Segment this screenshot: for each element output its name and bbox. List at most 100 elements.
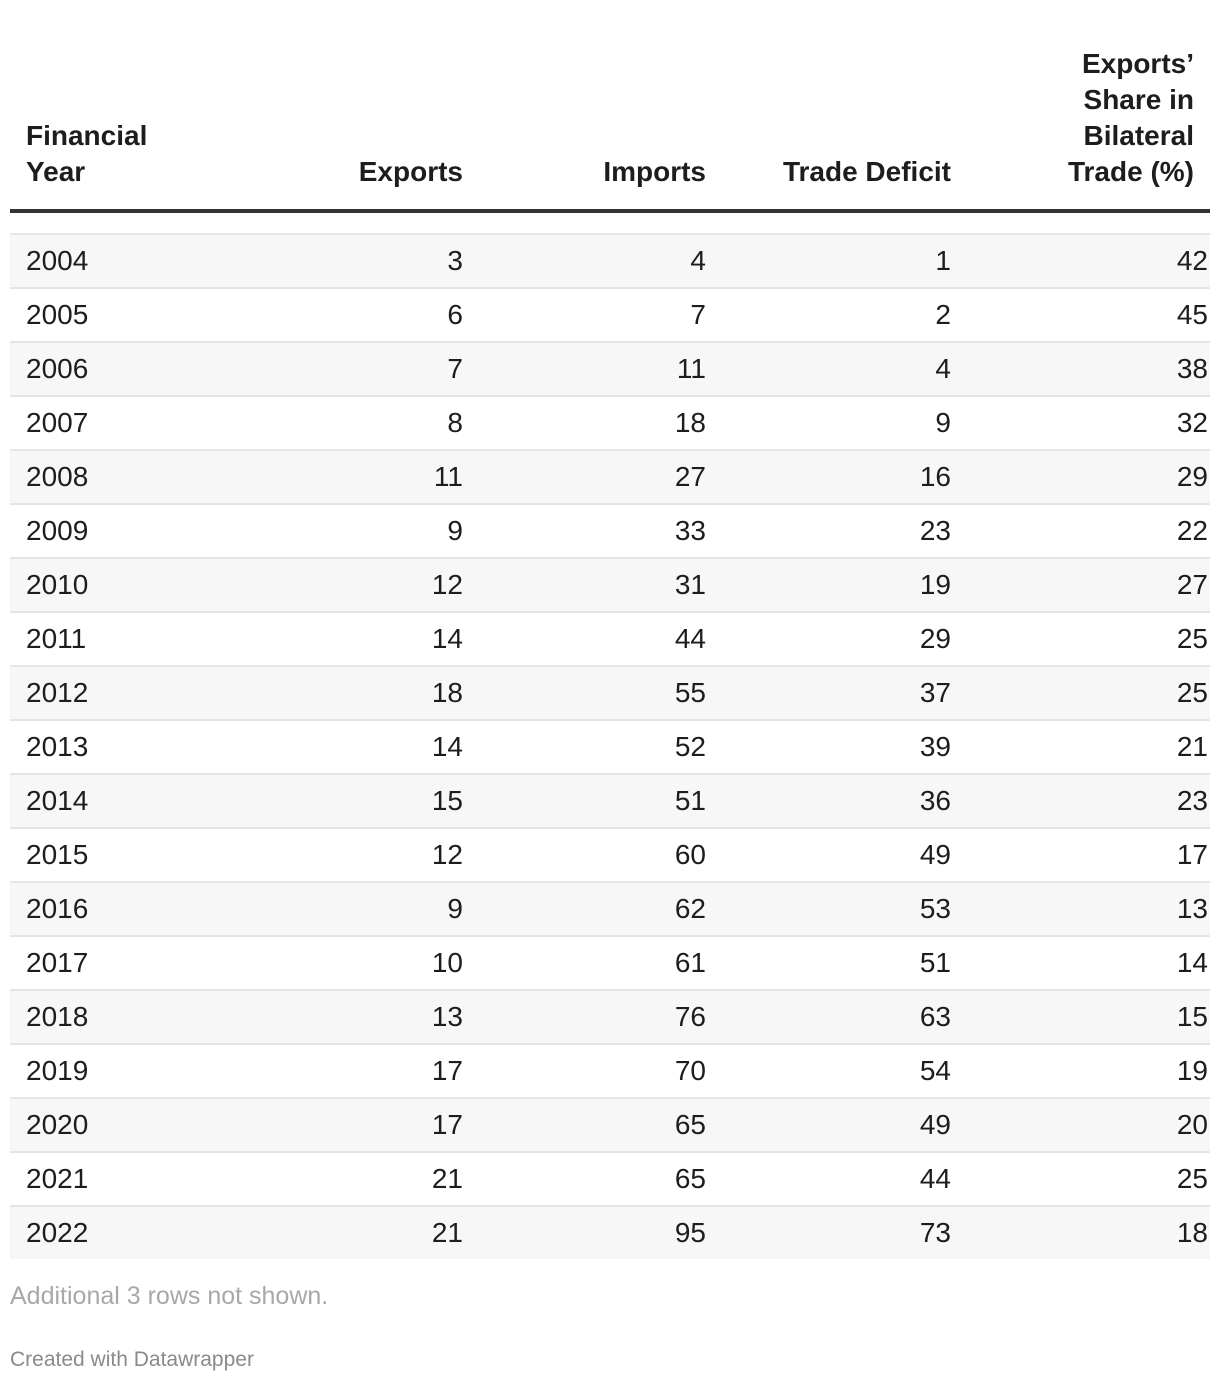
header-exports-share[interactable]: Exports’ Share in Bilateral Trade (%) — [953, 0, 1210, 213]
cell-imports: 65 — [464, 1152, 708, 1207]
cell-imports: 70 — [464, 1044, 708, 1099]
table-row: 2008 11 27 16 29 — [10, 450, 1210, 505]
table-header: Financial Year Exports Imports Trade Def… — [10, 0, 1210, 213]
table-row: 2006 7 11 4 38 — [10, 342, 1210, 397]
table-row: 2017 10 61 51 14 — [10, 936, 1210, 991]
header-exports-share-line-2: Share in — [1083, 84, 1194, 115]
cell-exports: 7 — [230, 342, 464, 397]
cell-exports: 13 — [230, 990, 464, 1045]
cell-financial-year: 2011 — [10, 612, 230, 667]
cell-imports: 60 — [464, 828, 708, 883]
cell-exports: 12 — [230, 558, 464, 613]
cell-imports: 65 — [464, 1098, 708, 1153]
cell-imports: 61 — [464, 936, 708, 991]
cell-exports-share: 14 — [953, 936, 1210, 991]
cell-financial-year: 2017 — [10, 936, 230, 991]
table-row: 2021 21 65 44 25 — [10, 1152, 1210, 1207]
cell-trade-deficit: 1 — [708, 234, 953, 289]
cell-imports: 51 — [464, 774, 708, 829]
cell-financial-year: 2015 — [10, 828, 230, 883]
table-row: 2020 17 65 49 20 — [10, 1098, 1210, 1153]
cell-exports: 6 — [230, 288, 464, 343]
cell-financial-year: 2018 — [10, 990, 230, 1045]
table-row: 2010 12 31 19 27 — [10, 558, 1210, 613]
header-trade-deficit[interactable]: Trade Deficit — [708, 0, 953, 213]
cell-exports-share: 25 — [953, 612, 1210, 667]
cell-trade-deficit: 44 — [708, 1152, 953, 1207]
cell-exports-share: 23 — [953, 774, 1210, 829]
cell-financial-year: 2005 — [10, 288, 230, 343]
table-container: Financial Year Exports Imports Trade Def… — [10, 0, 1210, 1373]
table-row: 2007 8 18 9 32 — [10, 396, 1210, 451]
cell-imports: 76 — [464, 990, 708, 1045]
table-row: 2019 17 70 54 19 — [10, 1044, 1210, 1099]
cell-imports: 44 — [464, 612, 708, 667]
cell-trade-deficit: 49 — [708, 1098, 953, 1153]
cell-exports: 14 — [230, 720, 464, 775]
cell-financial-year: 2022 — [10, 1206, 230, 1259]
header-imports[interactable]: Imports — [464, 0, 708, 213]
header-exports[interactable]: Exports — [230, 0, 464, 213]
cell-imports: 33 — [464, 504, 708, 559]
header-exports-label: Exports — [358, 156, 463, 187]
cell-trade-deficit: 16 — [708, 450, 953, 505]
cell-trade-deficit: 4 — [708, 342, 953, 397]
table-row: 2018 13 76 63 15 — [10, 990, 1210, 1045]
cell-imports: 31 — [464, 558, 708, 613]
cell-exports: 8 — [230, 396, 464, 451]
cell-imports: 18 — [464, 396, 708, 451]
header-financial-year-line-1: Financial — [26, 120, 148, 151]
cell-financial-year: 2006 — [10, 342, 230, 397]
cell-trade-deficit: 39 — [708, 720, 953, 775]
cell-exports-share: 15 — [953, 990, 1210, 1045]
table-row: 2011 14 44 29 25 — [10, 612, 1210, 667]
cell-trade-deficit: 54 — [708, 1044, 953, 1099]
header-exports-share-line-3: Bilateral — [1083, 120, 1195, 151]
cell-trade-deficit: 37 — [708, 666, 953, 721]
cell-trade-deficit: 19 — [708, 558, 953, 613]
cell-trade-deficit: 9 — [708, 396, 953, 451]
cell-trade-deficit: 51 — [708, 936, 953, 991]
header-financial-year[interactable]: Financial Year — [10, 0, 230, 213]
cell-financial-year: 2007 — [10, 396, 230, 451]
header-trade-deficit-label: Trade Deficit — [782, 156, 951, 187]
cell-imports: 7 — [464, 288, 708, 343]
cell-exports-share: 32 — [953, 396, 1210, 451]
table-row: 2005 6 7 2 45 — [10, 288, 1210, 343]
table-row: 2009 9 33 23 22 — [10, 504, 1210, 559]
datawrapper-credit[interactable]: Created with Datawrapper — [10, 1348, 254, 1371]
header-spacer-row — [10, 211, 1210, 235]
cell-exports: 9 — [230, 504, 464, 559]
table-body: 2004 3 4 1 42 2005 6 7 2 45 2006 7 11 4 38 2007 8 18 9 32 20… — [10, 211, 1210, 1259]
cell-exports-share: 38 — [953, 342, 1210, 397]
cell-trade-deficit: 49 — [708, 828, 953, 883]
cell-exports: 12 — [230, 828, 464, 883]
cell-trade-deficit: 63 — [708, 990, 953, 1045]
header-exports-share-line-1: Exports’ — [1081, 48, 1194, 79]
cell-exports-share: 18 — [953, 1206, 1210, 1259]
table-row: 2004 3 4 1 42 — [10, 234, 1210, 289]
cell-exports: 14 — [230, 612, 464, 667]
cell-financial-year: 2016 — [10, 882, 230, 937]
cell-trade-deficit: 29 — [708, 612, 953, 667]
cell-imports: 52 — [464, 720, 708, 775]
table-row: 2016 9 62 53 13 — [10, 882, 1210, 937]
table-row: 2015 12 60 49 17 — [10, 828, 1210, 883]
cell-financial-year: 2019 — [10, 1044, 230, 1099]
cell-exports-share: 19 — [953, 1044, 1210, 1099]
cell-exports-share: 17 — [953, 828, 1210, 883]
table-row: 2012 18 55 37 25 — [10, 666, 1210, 721]
cell-exports-share: 42 — [953, 234, 1210, 289]
cell-financial-year: 2013 — [10, 720, 230, 775]
table-row: 2014 15 51 36 23 — [10, 774, 1210, 829]
cell-exports-share: 29 — [953, 450, 1210, 505]
cell-imports: 55 — [464, 666, 708, 721]
header-financial-year-line-2: Year — [26, 156, 86, 187]
cell-financial-year: 2021 — [10, 1152, 230, 1207]
cell-financial-year: 2012 — [10, 666, 230, 721]
table-row: 2013 14 52 39 21 — [10, 720, 1210, 775]
cell-financial-year: 2008 — [10, 450, 230, 505]
cell-exports-share: 27 — [953, 558, 1210, 613]
rows-hidden-note: Additional 3 rows not shown. — [10, 1282, 329, 1310]
cell-exports-share: 45 — [953, 288, 1210, 343]
